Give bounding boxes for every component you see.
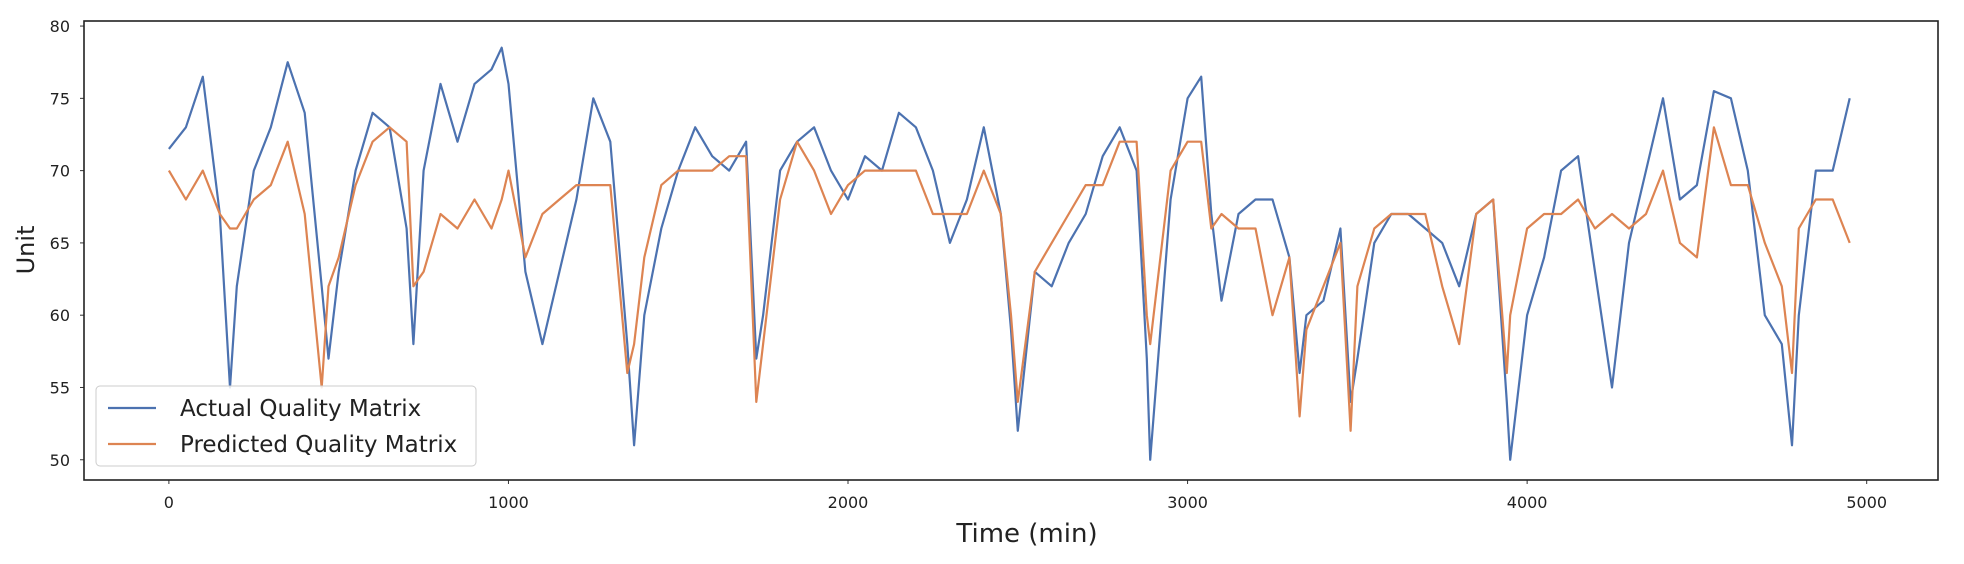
legend-label: Actual Quality Matrix: [180, 396, 421, 422]
legend-box: [95, 385, 477, 467]
x-tick-label: 1000: [488, 493, 529, 512]
y-tick-label: 75: [50, 89, 70, 108]
y-tick-label: 65: [50, 234, 70, 253]
legend-label: Predicted Quality Matrix: [180, 432, 457, 458]
y-tick-label: 70: [50, 162, 70, 181]
x-tick-label: 3000: [1167, 493, 1208, 512]
legend: Actual Quality Matrix Predicted Quality M…: [95, 385, 477, 467]
y-tick-label: 60: [50, 306, 70, 325]
x-tick-label: 4000: [1507, 493, 1548, 512]
x-axis-label: Time (min): [955, 519, 1097, 549]
y-tick-label: 55: [50, 378, 70, 397]
x-tick-label: 2000: [828, 493, 869, 512]
y-tick-label: 50: [50, 451, 70, 470]
x-tick-label: 5000: [1846, 493, 1887, 512]
y-axis-label: Unit: [12, 226, 40, 275]
y-tick-label: 80: [50, 17, 70, 36]
line-series: [168, 46, 1851, 461]
x-tick-label: 0: [164, 493, 174, 512]
plot-frame: [83, 20, 1939, 481]
line-series: [167, 126, 1851, 432]
